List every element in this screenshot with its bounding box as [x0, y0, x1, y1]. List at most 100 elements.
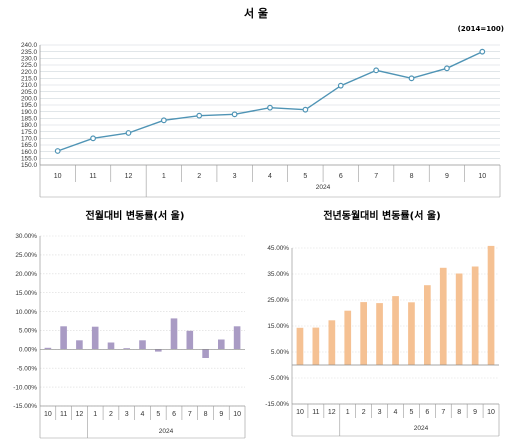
- bar: [296, 327, 304, 365]
- x-tick-label: 12: [125, 173, 133, 180]
- bar: [202, 349, 209, 358]
- data-point: [444, 65, 450, 72]
- bar: [328, 320, 336, 365]
- y-tick-label: 20.00%: [15, 271, 37, 278]
- y-tick-label: 150.0: [21, 162, 37, 169]
- x-tick-label: 4: [394, 409, 398, 416]
- year-label: 2024: [316, 184, 331, 191]
- bar: [376, 303, 383, 365]
- x-tick-label: 10: [44, 411, 52, 418]
- y-tick-label: 230.0: [21, 56, 37, 63]
- bar: [60, 326, 67, 350]
- y-tick-label: 220.0: [21, 69, 37, 76]
- y-tick-label: 180.0: [21, 122, 37, 129]
- chart-title: 전월대비 변동률(서 울): [86, 209, 185, 222]
- series-polyline: [57, 51, 483, 152]
- y-tick-label: -15.00%: [265, 401, 289, 408]
- x-tick-label: 5: [156, 411, 160, 418]
- x-tick-label: 3: [378, 409, 382, 416]
- data-point: [373, 67, 380, 74]
- x-tick-label: 9: [219, 411, 223, 418]
- series-line: [54, 48, 486, 154]
- data-point: [231, 111, 238, 118]
- y-tick-label: 200.0: [21, 96, 37, 103]
- y-tick-label: 0.00%: [19, 347, 37, 354]
- y-tick-label: 15.00%: [267, 323, 289, 330]
- y-tick-label: 175.0: [21, 129, 37, 136]
- x-axis: 10 11 12 1 2 3 4 5 6 7 8 9 10: [39, 164, 501, 198]
- x-tick-label: 1: [346, 409, 350, 416]
- bar: [44, 347, 52, 350]
- x-tick-label: 1: [162, 173, 166, 180]
- y-tick-label: -5.00%: [17, 365, 38, 372]
- y-tick-label: -15.00%: [13, 403, 37, 410]
- bar: [218, 339, 225, 350]
- bar: [360, 302, 367, 365]
- x-tick-label: 12: [328, 409, 336, 416]
- y-tick-label: 25.00%: [15, 252, 37, 259]
- y-tick-label: 30.00%: [15, 233, 37, 240]
- y-tick-label: 195.0: [21, 102, 37, 109]
- x-tick-label: 7: [441, 409, 445, 416]
- x-tick-label: 6: [172, 411, 176, 418]
- bar: [233, 326, 241, 350]
- x-axis: 10 11 12 1 2 3 4 5 6 7 8 9 10: [291, 248, 500, 437]
- bar: [123, 348, 130, 350]
- y-tick-label: 170.0: [21, 136, 37, 143]
- bar: [455, 273, 463, 365]
- bar-chart-mom-change: 전월대비 변동률(서 울) -15.00% -10.00% -5.00% 0.00% 5…: [13, 209, 246, 439]
- y-tick-label: 35.00%: [267, 271, 289, 278]
- y-tick-label: 210.0: [21, 82, 37, 89]
- bar: [91, 326, 99, 350]
- grid: [40, 235, 245, 407]
- data-point: [302, 106, 309, 113]
- year-label: 2024: [414, 425, 429, 432]
- x-tick-label: 9: [445, 173, 449, 180]
- bar: [76, 340, 83, 350]
- y-tick-label: 5.00%: [19, 328, 37, 335]
- y-tick-label: 25.00%: [267, 297, 289, 304]
- year-label: 2024: [159, 428, 174, 435]
- bar: [439, 267, 447, 365]
- series-bars: [296, 245, 495, 365]
- y-tick-label: 215.0: [21, 76, 37, 83]
- y-tick-label: 155.0: [21, 156, 37, 163]
- x-tick-label: 3: [125, 411, 129, 418]
- data-point: [408, 75, 415, 82]
- bar: [471, 266, 479, 365]
- bar: [139, 340, 146, 350]
- y-tick-label: 240.0: [21, 42, 37, 49]
- x-tick-label: 11: [312, 409, 319, 416]
- series-bars: [44, 318, 241, 358]
- x-tick-label: 12: [76, 411, 84, 418]
- x-tick-label: 3: [233, 173, 237, 180]
- data-point: [160, 117, 167, 124]
- y-tick-label: 15.00%: [15, 290, 37, 297]
- x-tick-label: 4: [141, 411, 145, 418]
- y-tick-label: 235.0: [21, 49, 37, 56]
- y-tick-label: 165.0: [21, 142, 37, 149]
- x-tick-label: 10: [54, 173, 62, 180]
- chart-title: 전년동월대비 변동률(서 울): [323, 209, 440, 222]
- x-tick-label: 5: [303, 173, 307, 180]
- x-tick-label: 2: [362, 409, 366, 416]
- x-tick-label: 8: [204, 411, 208, 418]
- bar: [487, 245, 495, 365]
- data-point: [54, 148, 61, 154]
- x-axis: 10 11 12 1 2 3 4 5 6 7 8 9 10: [39, 236, 246, 439]
- bar: [155, 349, 162, 352]
- y-tick-label: 45.00%: [267, 245, 289, 252]
- bar: [408, 302, 415, 365]
- y-tick-label: 205.0: [21, 89, 37, 96]
- y-tick-label: 160.0: [21, 149, 37, 156]
- y-tick-label: 185.0: [21, 116, 37, 123]
- x-tick-label: 8: [410, 173, 414, 180]
- chart-title: 서 울: [244, 6, 268, 20]
- x-tick-label: 10: [296, 409, 304, 416]
- data-point: [337, 82, 344, 89]
- data-point: [267, 104, 273, 111]
- base-year-note: (2014=100): [458, 25, 504, 33]
- y-tick-label: -10.00%: [13, 384, 37, 391]
- y-axis-ticks: 150.0155.0160.0165.0170.0175.0180.0185.0…: [21, 42, 37, 169]
